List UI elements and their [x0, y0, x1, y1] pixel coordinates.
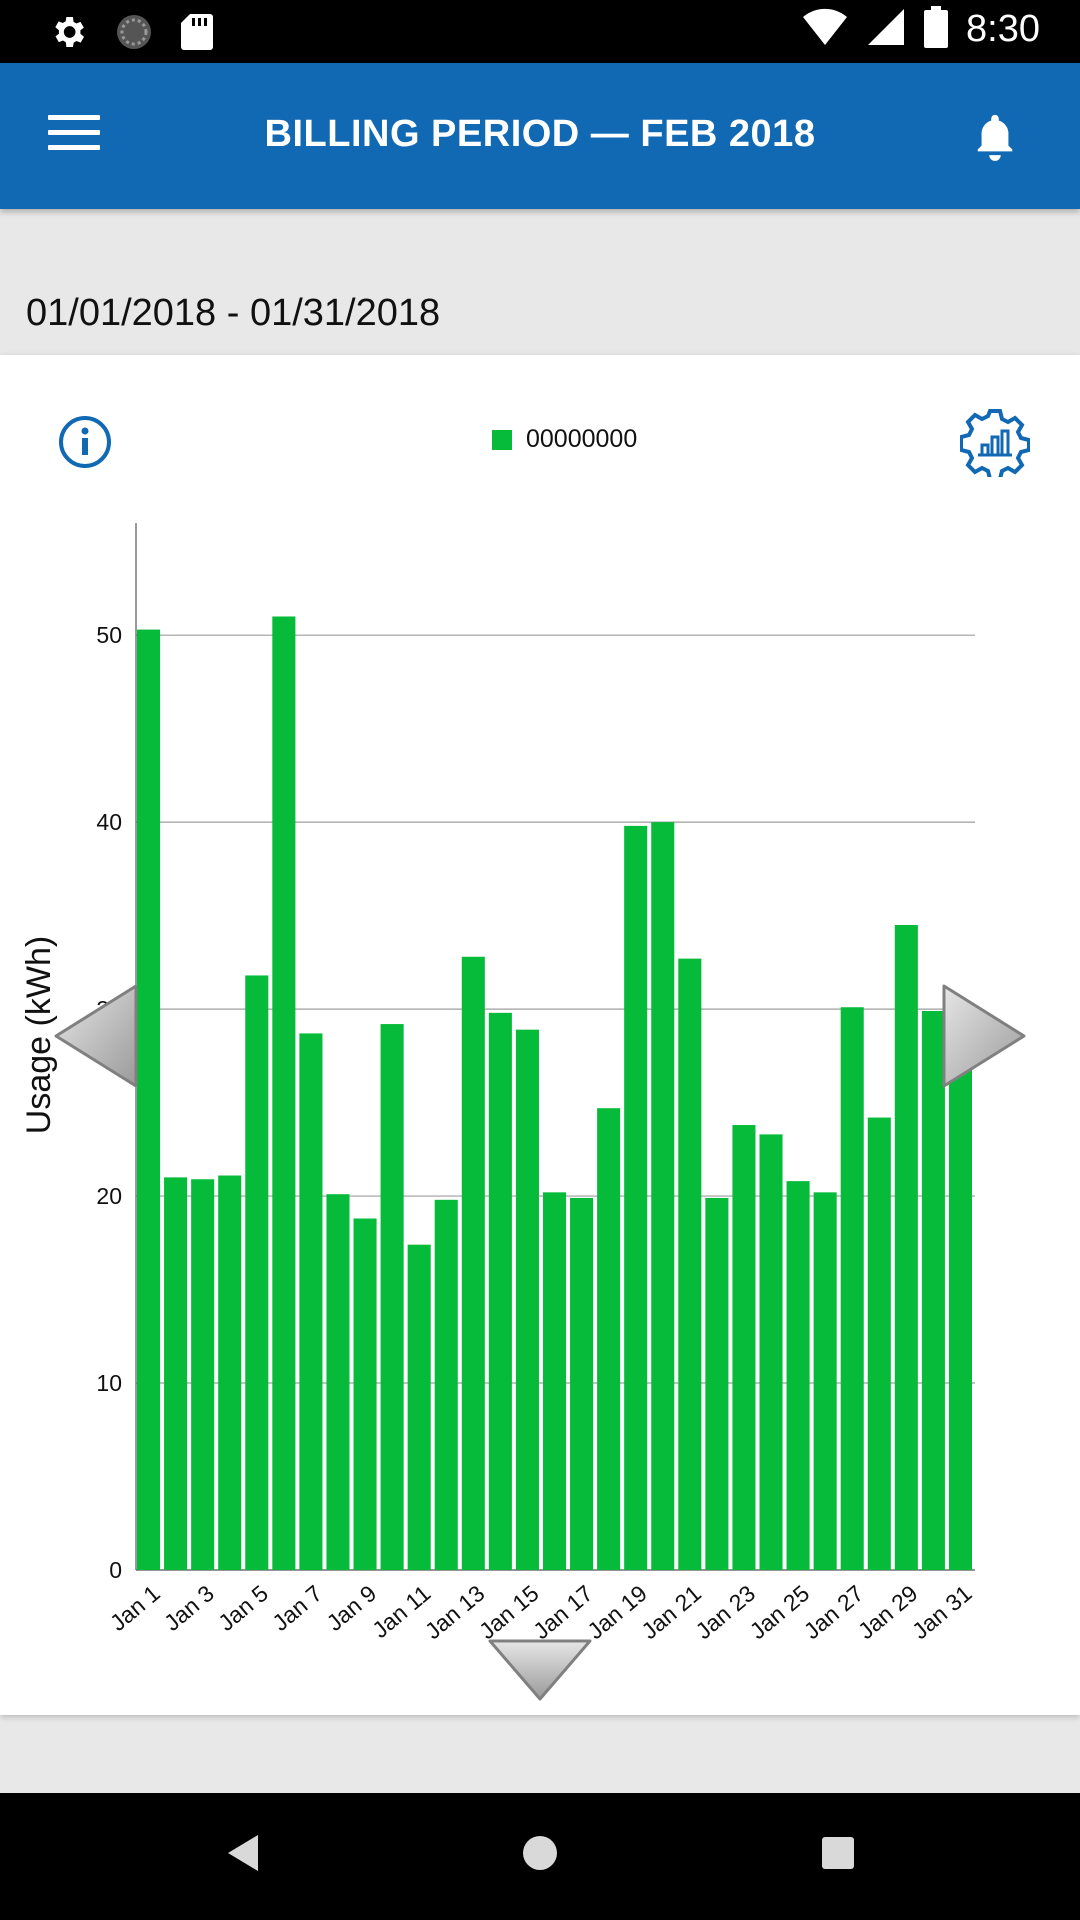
- x-tick-label: Jan 3: [159, 1580, 219, 1636]
- x-tick-label: Jan 25: [745, 1580, 815, 1644]
- x-tick-label: Jan 29: [853, 1580, 923, 1644]
- legend-label: 00000000: [526, 425, 638, 453]
- back-triangle-icon[interactable]: [224, 1833, 260, 1878]
- y-tick-label: 10: [96, 1370, 122, 1396]
- sync-icon: [114, 12, 154, 57]
- bar: [191, 1179, 215, 1570]
- bar: [353, 1218, 377, 1570]
- bar: [705, 1197, 729, 1570]
- bar: [759, 1134, 783, 1570]
- bar: [272, 616, 296, 1570]
- bell-icon[interactable]: [972, 109, 1018, 163]
- recents-square-icon[interactable]: [820, 1835, 856, 1876]
- left-arrow-icon[interactable]: [50, 980, 142, 1097]
- bar: [570, 1197, 594, 1570]
- bar: [542, 1192, 567, 1570]
- y-tick-label: 50: [96, 622, 122, 648]
- bar: [840, 1007, 864, 1570]
- x-tick-label: Jan 21: [636, 1580, 706, 1644]
- bar: [813, 1192, 837, 1570]
- bar: [434, 1199, 458, 1570]
- hamburger-menu-icon[interactable]: [48, 115, 100, 155]
- x-tick-label: Jan 11: [367, 1580, 435, 1643]
- x-tick-label: Jan 7: [267, 1580, 327, 1636]
- home-circle-icon[interactable]: [520, 1833, 560, 1878]
- bar: [867, 1117, 891, 1570]
- app-bar: BILLING PERIOD — FEB 2018: [0, 63, 1080, 209]
- bar: [515, 1029, 539, 1570]
- bar: [218, 1175, 242, 1570]
- bar: [624, 825, 648, 1570]
- system-nav-bar: [0, 1793, 1080, 1920]
- x-tick-label: Jan 31: [907, 1580, 977, 1644]
- sd-card-icon: [180, 12, 214, 57]
- bar: [407, 1244, 431, 1570]
- bar: [597, 1108, 621, 1570]
- page-title: BILLING PERIOD — FEB 2018: [264, 113, 816, 155]
- bar: [948, 1035, 972, 1570]
- bar: [786, 1181, 810, 1570]
- legend-swatch: [492, 429, 512, 450]
- status-bar: 8:30: [0, 0, 1080, 63]
- bar: [678, 958, 702, 1570]
- x-tick-label: Jan 5: [213, 1580, 273, 1636]
- settings-icon: [48, 12, 88, 57]
- y-tick-label: 20: [96, 1183, 122, 1209]
- bar: [326, 1194, 350, 1570]
- bar: [651, 822, 675, 1570]
- bar: [299, 1033, 323, 1570]
- bar: [921, 1010, 945, 1570]
- y-tick-label: 40: [96, 809, 122, 835]
- clock: 8:30: [966, 8, 1040, 50]
- x-tick-label: Jan 27: [799, 1580, 869, 1644]
- billing-date-range: 01/01/2018 - 01/31/2018: [26, 292, 441, 334]
- bar: [380, 1024, 404, 1570]
- down-arrow-icon[interactable]: [484, 1635, 596, 1710]
- x-tick-label: Jan 23: [691, 1580, 761, 1644]
- right-arrow-icon[interactable]: [938, 980, 1030, 1097]
- battery-icon: [924, 6, 949, 53]
- signal-icon: [866, 7, 906, 52]
- chart-legend: 00000000: [492, 425, 637, 454]
- x-tick-label: Jan 1: [105, 1580, 165, 1636]
- bar: [488, 1012, 512, 1570]
- y-tick-label: 0: [109, 1557, 122, 1583]
- x-tick-label: Jan 13: [420, 1580, 490, 1644]
- bar: [461, 956, 485, 1570]
- y-axis-title: Usage (kWh): [20, 936, 58, 1134]
- info-icon[interactable]: [58, 415, 112, 469]
- bar: [894, 924, 918, 1570]
- bar: [137, 629, 161, 1570]
- bar: [164, 1177, 188, 1570]
- bar: [732, 1125, 756, 1570]
- wifi-icon: [802, 7, 848, 52]
- chart-settings-icon[interactable]: [959, 407, 1031, 481]
- bar: [245, 975, 269, 1570]
